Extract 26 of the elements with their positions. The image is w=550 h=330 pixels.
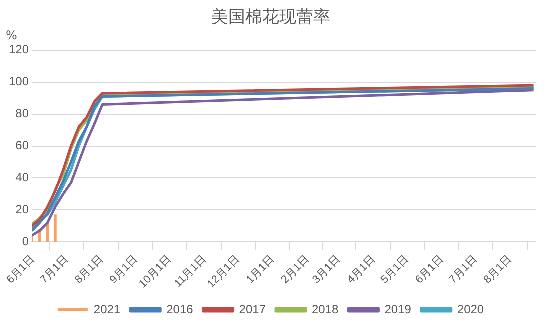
y-tick-label: 40 [16,170,30,185]
x-tick-label: 8月1日 [482,254,515,286]
y-tick-label: 120 [8,42,30,57]
x-tick-label: 1月1日 [244,254,278,286]
legend-label: 2018 [312,302,340,316]
x-tick-label: 2月1日 [279,254,312,286]
legend-label: 2016 [166,302,194,316]
legend-label: 2020 [457,302,484,316]
x-tick-label: 8月1日 [73,254,106,286]
legend-label: 2017 [239,302,266,316]
x-tick-label: 7月1日 [447,254,480,286]
legend-label: 2019 [384,302,412,316]
y-tick-label: 100 [8,74,30,89]
y-tick-label: 20 [16,202,30,216]
x-tick-label: 7月1日 [38,254,72,286]
y-axis-title: % [6,28,18,43]
x-tick-label: 6月1日 [4,254,38,286]
x-tick-label: 4月1日 [345,254,378,286]
y-tick-label: 80 [16,106,30,121]
x-tick-label: 5月1日 [378,254,412,286]
legend-label: 2021 [94,302,121,316]
y-tick-label: 0 [22,234,30,248]
y-tick-label: 60 [16,138,30,153]
x-tick-label: 3月1日 [310,254,344,286]
x-tick-label: 6月1日 [413,254,446,286]
chart-title: 美国棉花现蕾率 [212,8,330,28]
